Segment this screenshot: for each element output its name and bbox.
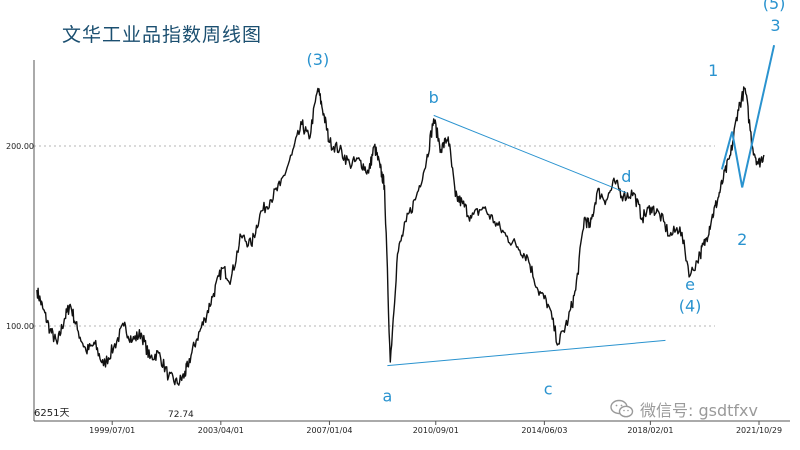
wave-label: 1 (708, 61, 718, 80)
y-axis-ticks: 100.00 200.00 (6, 142, 34, 331)
trend-line (387, 339, 666, 367)
x-tick-label: 2014/06/03 (521, 426, 567, 435)
wave-label: 3 (770, 16, 780, 35)
price-series (36, 86, 765, 386)
wave-label: (5) (763, 0, 786, 13)
axes (33, 60, 790, 422)
price-line (36, 86, 765, 386)
wave-label: b (429, 88, 439, 107)
x-tick-label: 2003/04/01 (198, 426, 244, 435)
trend-line (433, 114, 627, 194)
watermark: 微信号: gsdtfxv (610, 397, 758, 421)
grid-lines (34, 145, 715, 327)
wave-label: e (685, 275, 695, 294)
chart-title: 文华工业品指数周线图 (62, 24, 263, 46)
wave-label: 2 (737, 230, 747, 249)
wave-label: d (621, 167, 631, 186)
y-tick-label: 200.00 (6, 142, 34, 151)
watermark-text: 微信号: gsdtfxv (640, 401, 758, 420)
projection-line (720, 44, 776, 188)
x-tick-label: 2007/01/04 (306, 426, 352, 435)
x-tick-label: 2021/10/29 (736, 426, 782, 435)
x-axis-ticks: 1999/07/01 2003/04/01 2007/01/04 2010/09/01… (89, 421, 782, 435)
x-tick-label: 1999/07/01 (89, 426, 135, 435)
wave-annotations: (3) b d 1 (5) 3 a c e (4) 2 (307, 0, 786, 406)
x-tick-label: 2018/02/01 (627, 426, 673, 435)
wave-label: c (544, 379, 553, 398)
wave-label: (4) (679, 297, 702, 316)
low-value-label: 72.74 (168, 410, 194, 420)
wave-label: (3) (307, 50, 330, 69)
wave-label: a (382, 387, 392, 406)
y-tick-label: 100.00 (6, 322, 34, 331)
x-tick-label: 2010/09/01 (413, 426, 459, 435)
bar-count-label: 6251天 (34, 408, 69, 419)
wechat-icon (610, 399, 634, 418)
